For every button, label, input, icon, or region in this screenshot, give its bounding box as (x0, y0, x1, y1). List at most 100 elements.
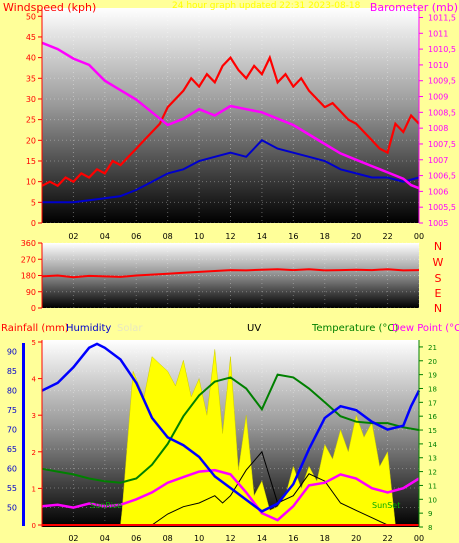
baro-y-tick-label: 1006 (428, 187, 448, 196)
climate-x-tick-label: 22 (382, 534, 392, 543)
wind-avg-series-line (42, 139, 420, 204)
baro-y-tick-label: 1011,5 (428, 13, 456, 22)
temp-axis-title: Temperature (°C) (311, 323, 398, 334)
wind-y-tick-label: 10 (26, 178, 36, 187)
wind-x-tick-label: 08 (163, 232, 173, 241)
climate-x-tick-label: 20 (351, 534, 361, 543)
wind-y-tick-label: 15 (26, 157, 36, 166)
wind-plot-area (42, 8, 419, 223)
wind-y-tick-label: 50 (26, 12, 36, 21)
sunrise-label: SunRise (90, 501, 122, 510)
wind-y-tick-label: 5 (31, 198, 36, 207)
rain-y-tick-label: 3 (32, 412, 36, 420)
direction-data-layer (41, 268, 420, 279)
humidity-y-tick-label: 60 (7, 465, 17, 474)
climate-x-tick-label: 10 (194, 534, 204, 543)
humidity-y-tick-label: 85 (7, 367, 17, 376)
direction-y-tick-label: 0 (31, 304, 36, 313)
direction-panel: 0 90 180 270 360 N W S E N (21, 239, 444, 315)
temp-y-tick-label: 15 (428, 427, 437, 435)
humidity-y-tick-label: 75 (7, 406, 17, 415)
wind-y-tick-label: 40 (26, 54, 36, 63)
baro-y-tick-label: 1011 (428, 29, 448, 38)
compass-label: E (435, 287, 442, 300)
temp-y-tick-label: 19 (428, 372, 437, 380)
climate-x-tick-label: 00 (414, 534, 424, 543)
wind-x-tick-label: 12 (225, 232, 235, 241)
direction-grid (42, 242, 420, 309)
compass-labels: N W S E N (433, 240, 444, 315)
uv-series-line (42, 450, 419, 526)
temp-series-line (41, 373, 420, 484)
baro-y-tick-label: 1005,5 (428, 203, 456, 212)
temp-y-tick-label: 21 (428, 344, 437, 352)
direction-y-tick-label: 270 (21, 255, 36, 264)
humidity-y-tick-label: 50 (7, 504, 17, 513)
temp-y-tick-label: 18 (428, 385, 437, 393)
baro-series-line (41, 41, 420, 190)
temp-y-tick-label: 11 (428, 482, 437, 490)
temp-y-tick-label: 17 (428, 399, 437, 407)
climate-x-tick-label: 08 (163, 534, 173, 543)
baro-axis-title: Barometer (mb) (370, 1, 458, 14)
rain-axis-title: Rainfall (mm) (1, 323, 69, 334)
wind-baro-panel: 02 04 06 08 10 12 14 16 18 20 22 000510152025303540… (3, 1, 458, 241)
compass-label: N (434, 240, 442, 253)
compass-label: W (433, 256, 444, 269)
solar-axis-title: Solar (117, 323, 143, 334)
sunset-label: SunSet (372, 501, 400, 510)
climate-x-tick-label: 02 (68, 534, 78, 543)
chart-subtitle: 24 hour graph updated 22:31 2023-08-18 (172, 1, 361, 11)
wind-x-tick-label: 06 (131, 232, 141, 241)
wind-x-tick-label: 10 (194, 232, 204, 241)
climate-x-tick-label: 04 (100, 534, 110, 543)
rain-y-tick-label: 0 (32, 522, 36, 530)
climate-x-tick-label: 18 (320, 534, 330, 543)
climate-x-tick-label: 06 (131, 534, 141, 543)
rain-y-tick-label: 5 (32, 339, 36, 347)
wind-x-tick-label: 22 (382, 232, 392, 241)
baro-y-tick-label: 1009 (428, 93, 448, 102)
compass-label: N (434, 302, 442, 315)
baro-y-tick-label: 1005 (428, 219, 448, 228)
climate-x-tick-label: 14 (257, 534, 267, 543)
humidity-axis-bar (22, 343, 25, 526)
wind-y-tick-label: 30 (26, 95, 36, 104)
direction-tick-labels: 0 90 180 270 360 (21, 239, 43, 313)
temp-y-tick-label: 8 (428, 524, 432, 532)
climate-tick-labels: 02 04 06 08 10 12 14 16 18 20 22 005055606570758085… (7, 339, 438, 543)
wind-x-tick-label: 16 (288, 232, 298, 241)
gust-series-line (41, 54, 420, 188)
wind-x-tick-label: 02 (68, 232, 78, 241)
wind-axis-title: Windspeed (kph) (3, 1, 96, 14)
temp-y-tick-label: 10 (428, 496, 437, 504)
direction-y-tick-label: 360 (21, 239, 36, 248)
temp-y-tick-label: 12 (428, 469, 437, 477)
climate-x-tick-label: 12 (225, 534, 235, 543)
temp-y-tick-label: 9 (428, 510, 432, 518)
wind-tick-labels: 02 04 06 08 10 12 14 16 18 20 22 000510152025303540… (26, 8, 456, 241)
humidity-y-tick-label: 90 (7, 348, 17, 357)
climate-data-layer (41, 342, 421, 526)
humidity-y-tick-label: 55 (7, 484, 17, 493)
wind-y-tick-label: 35 (26, 74, 36, 83)
wind-y-tick-label: 0 (31, 219, 36, 228)
baro-y-tick-label: 1008 (428, 124, 448, 133)
humidity-y-tick-label: 80 (7, 387, 17, 396)
compass-label: S (435, 272, 442, 285)
baro-y-tick-label: 1006,5 (428, 172, 456, 181)
wind-x-tick-label: 18 (320, 232, 330, 241)
direction-series-line (41, 268, 420, 279)
temp-y-tick-label: 13 (428, 455, 437, 463)
baro-y-tick-label: 1010,5 (428, 45, 456, 54)
wind-data-layer (41, 41, 420, 204)
baro-y-tick-label: 1007,5 (428, 140, 456, 149)
temp-y-tick-label: 16 (428, 413, 437, 421)
rain-y-tick-label: 2 (32, 449, 36, 457)
dew-axis-title: Dew Point (°C) (392, 323, 459, 334)
wind-y-tick-label: 25 (26, 116, 36, 125)
rain-y-tick-label: 4 (32, 376, 37, 384)
climate-x-tick-label: 16 (288, 534, 298, 543)
baro-y-tick-label: 1008,5 (428, 108, 456, 117)
